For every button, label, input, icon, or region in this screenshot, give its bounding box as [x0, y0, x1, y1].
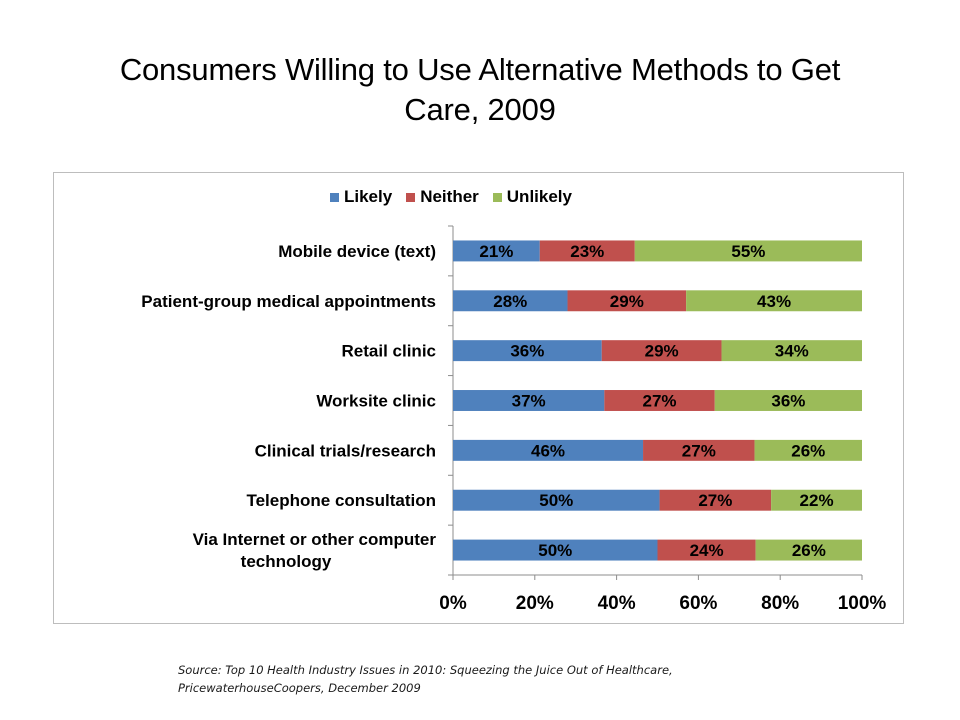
- bar-segment-unlikely: [755, 539, 862, 561]
- category-label: Clinical trials/research: [255, 441, 436, 460]
- data-label-unlikely: 43%: [757, 292, 791, 311]
- legend-swatch-neither: [406, 192, 416, 202]
- legend-item-likely: Likely: [330, 187, 392, 207]
- bar-segment-likely: [453, 240, 540, 262]
- source-line-2: PricewaterhouseCoopers, December 2009: [178, 681, 421, 695]
- data-label-unlikely: 36%: [771, 392, 805, 411]
- category-label: Retail clinic: [342, 342, 436, 361]
- x-tick-label: 100%: [838, 593, 887, 614]
- data-label-likely: 21%: [479, 242, 513, 261]
- source-note: Source: Top 10 Health Industry Issues in…: [178, 661, 778, 697]
- data-label-likely: 46%: [531, 441, 565, 460]
- data-label-neither: 24%: [690, 541, 724, 560]
- bar-segment-likely: [453, 290, 568, 312]
- legend-item-unlikely: Unlikely: [492, 187, 572, 207]
- data-label-neither: 27%: [698, 491, 732, 510]
- source-line-1: Source: Top 10 Health Industry Issues in…: [178, 663, 673, 677]
- x-tick-label: 60%: [679, 593, 717, 614]
- legend-item-neither: Neither: [406, 187, 479, 207]
- bar-segment-unlikely: [771, 489, 862, 511]
- category-label: Patient-group medical appointments: [141, 292, 436, 311]
- data-label-neither: 27%: [682, 441, 716, 460]
- chart-title: Consumers Willing to Use Alternative Met…: [40, 50, 920, 130]
- bar-segment-unlikely: [754, 439, 862, 461]
- data-label-neither: 29%: [610, 292, 644, 311]
- bar-segment-likely: [453, 489, 660, 511]
- data-label-unlikely: 22%: [800, 491, 834, 510]
- category-label: Worksite clinic: [316, 392, 436, 411]
- data-label-likely: 50%: [538, 541, 572, 560]
- data-label-likely: 36%: [510, 342, 544, 361]
- data-label-likely: 50%: [539, 491, 573, 510]
- bar-segment-likely: [453, 390, 605, 411]
- bar-segment-neither: [567, 290, 687, 312]
- category-label: Telephone consultation: [246, 491, 436, 510]
- category-label: Via Internet or other computer: [193, 530, 437, 549]
- data-label-unlikely: 55%: [731, 242, 765, 261]
- legend-swatch-likely: [330, 192, 339, 202]
- data-label-likely: 37%: [512, 392, 546, 411]
- bar-segment-neither: [601, 340, 722, 362]
- legend-swatch-unlikely: [492, 192, 502, 202]
- bar-segment-unlikely: [721, 340, 862, 362]
- chart-title-line-1: Consumers Willing to Use Alternative Met…: [119, 52, 841, 87]
- bar-segment-likely: [453, 539, 658, 561]
- x-tick-label: 80%: [761, 593, 799, 614]
- category-label: Mobile device (text): [278, 242, 436, 261]
- x-tick-label: 40%: [598, 593, 636, 614]
- bar-segment-unlikely: [634, 240, 862, 262]
- bar-segment-neither: [643, 439, 755, 461]
- bar-segment-neither: [539, 240, 635, 262]
- data-label-unlikely: 34%: [775, 342, 809, 361]
- legend-label-neither: Neither: [420, 187, 479, 206]
- bar-segment-neither: [659, 489, 772, 511]
- legend-label-unlikely: Unlikely: [506, 187, 572, 206]
- bar-segment-unlikely: [686, 290, 862, 312]
- data-label-unlikely: 26%: [792, 541, 826, 560]
- legend-label-likely: Likely: [344, 187, 393, 206]
- bar-segment-neither: [657, 539, 756, 561]
- legend: Likely Neither Unlikely: [330, 186, 572, 208]
- x-tick-label: 0%: [439, 593, 467, 614]
- x-tick-label: 20%: [516, 593, 554, 614]
- bar-segment-likely: [453, 340, 602, 362]
- data-label-likely: 28%: [493, 292, 527, 311]
- chart-title-line-2: Care, 2009: [404, 92, 556, 127]
- bar-segment-unlikely: [714, 390, 862, 411]
- data-label-neither: 29%: [645, 342, 679, 361]
- data-label-unlikely: 26%: [791, 441, 825, 460]
- data-label-neither: 23%: [570, 242, 604, 261]
- bar-segment-neither: [604, 390, 715, 411]
- data-label-neither: 27%: [643, 392, 677, 411]
- bar-segment-likely: [453, 439, 644, 461]
- category-label: technology: [241, 552, 332, 571]
